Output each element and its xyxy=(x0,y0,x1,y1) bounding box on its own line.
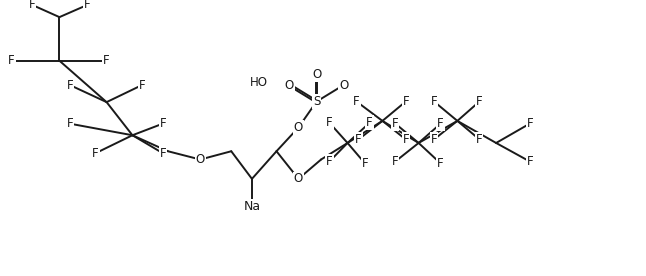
Text: F: F xyxy=(362,157,368,170)
Text: F: F xyxy=(8,54,15,67)
Text: F: F xyxy=(67,117,73,130)
Text: HO: HO xyxy=(250,76,268,89)
Text: S: S xyxy=(313,95,320,108)
Text: O: O xyxy=(339,78,348,92)
Text: O: O xyxy=(196,153,205,166)
Text: O: O xyxy=(285,78,294,92)
Text: F: F xyxy=(160,147,166,160)
Text: F: F xyxy=(139,78,145,92)
Text: F: F xyxy=(402,95,409,108)
Text: F: F xyxy=(437,157,444,170)
Text: F: F xyxy=(67,78,73,92)
Text: F: F xyxy=(355,133,362,146)
Text: O: O xyxy=(294,172,303,185)
Text: F: F xyxy=(326,116,333,129)
Text: Na: Na xyxy=(244,200,260,213)
Text: F: F xyxy=(431,133,437,146)
Text: F: F xyxy=(103,54,110,67)
Text: F: F xyxy=(353,95,360,108)
Text: F: F xyxy=(326,155,333,168)
Text: F: F xyxy=(437,117,444,130)
Text: F: F xyxy=(392,155,399,168)
Text: O: O xyxy=(294,121,303,134)
Text: F: F xyxy=(366,116,373,129)
Text: F: F xyxy=(92,147,99,160)
Text: F: F xyxy=(160,117,166,130)
Text: F: F xyxy=(431,95,437,108)
Text: F: F xyxy=(392,117,399,130)
Text: F: F xyxy=(476,95,483,108)
Text: F: F xyxy=(84,0,90,12)
Text: F: F xyxy=(402,133,409,146)
Text: F: F xyxy=(29,0,36,12)
Text: O: O xyxy=(312,68,321,81)
Text: F: F xyxy=(476,133,483,146)
Text: F: F xyxy=(526,155,533,168)
Text: F: F xyxy=(526,117,533,130)
